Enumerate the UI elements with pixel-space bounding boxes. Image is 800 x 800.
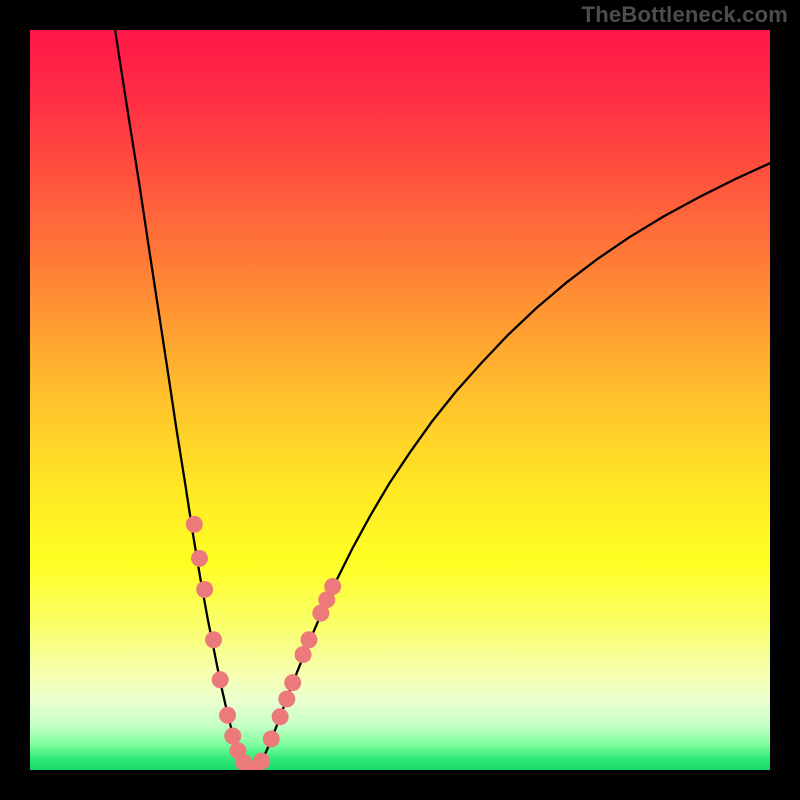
watermark-text: TheBottleneck.com <box>582 2 788 28</box>
data-marker <box>186 516 203 533</box>
data-marker <box>284 674 301 691</box>
data-marker <box>263 730 280 747</box>
data-marker <box>224 727 241 744</box>
data-marker <box>272 708 289 725</box>
data-marker <box>205 631 222 648</box>
data-marker <box>212 671 229 688</box>
plot-area <box>30 30 770 770</box>
data-marker <box>219 707 236 724</box>
data-marker <box>295 646 312 663</box>
data-marker <box>300 631 317 648</box>
data-marker <box>324 578 341 595</box>
data-marker <box>191 550 208 567</box>
figure-root: TheBottleneck.com <box>0 0 800 800</box>
gradient-background <box>30 30 770 770</box>
chart-svg <box>30 30 770 770</box>
data-marker <box>253 753 270 770</box>
data-marker <box>196 581 213 598</box>
data-marker <box>278 690 295 707</box>
